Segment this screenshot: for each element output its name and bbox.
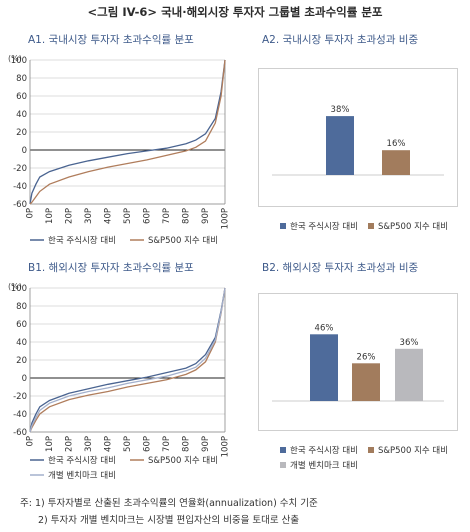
x-tick-label: 60P: [143, 436, 153, 452]
y-tick-label: -20: [13, 164, 27, 174]
legend-label: S&P500 지수 대비: [378, 222, 448, 232]
y-tick-label: 0: [22, 146, 27, 156]
y-tick-label: 40: [16, 110, 27, 120]
x-tick-label: 90P: [201, 436, 211, 452]
x-tick-label: 60P: [143, 208, 153, 224]
series-line-3: [29, 287, 226, 433]
bar-1: [310, 334, 338, 401]
legend-label: 한국 주식시장 대비: [290, 221, 358, 232]
y-tick-label: 100: [11, 56, 27, 66]
legend-label: S&P500 지수 대비: [378, 446, 448, 456]
series-line-1: [29, 287, 226, 433]
bar-1: [326, 116, 354, 175]
legend-label: 개별 벤치마크 대비: [290, 460, 358, 471]
bar-2: [382, 150, 410, 175]
y-tick-label: 80: [16, 74, 27, 84]
figure-title: <그림 IV-6> 국내·해외시장 투자자 그룹별 초과수익률 분포: [87, 5, 383, 19]
x-tick-label: 30P: [84, 436, 94, 452]
bar-value-label: 16%: [387, 139, 406, 149]
x-tick-label: 40P: [104, 208, 114, 224]
y-tick-label: 100: [11, 284, 27, 294]
panel-a1-title: A1. 국내시장 투자자 초과수익률 분포: [28, 34, 194, 46]
legend-label: 한국 주식시장 대비: [48, 455, 116, 466]
y-tick-label: 80: [16, 302, 27, 312]
series-line-2: [29, 59, 226, 205]
y-tick-label: 0: [22, 374, 27, 384]
y-tick-label: 60: [16, 320, 27, 330]
legend-swatch: [368, 223, 374, 229]
legend-label: 개별 벤치마크 대비: [48, 470, 116, 481]
chart-box: [258, 293, 458, 431]
x-tick-label: 40P: [104, 436, 114, 452]
x-tick-label: 90P: [201, 208, 211, 224]
legend-label: S&P500 지수 대비: [148, 456, 218, 466]
panel-b2-title: B2. 해외시장 투자자 초과성과 비중: [262, 262, 419, 274]
x-tick-label: 100P: [221, 436, 231, 457]
bar-value-label: 46%: [315, 323, 334, 333]
y-tick-label: -40: [13, 410, 27, 420]
x-tick-label: 80P: [182, 208, 192, 224]
x-tick-label: 80P: [182, 436, 192, 452]
x-tick-label: 70P: [162, 436, 172, 452]
y-unit-label: (%): [8, 282, 22, 291]
note-1: 주: 1) 투자자별로 산출된 초과수익률의 연율화(annualization…: [20, 498, 318, 509]
x-tick-label: 100P: [221, 208, 231, 229]
legend-label: 한국 주식시장 대비: [290, 445, 358, 456]
x-tick-label: 70P: [162, 208, 172, 224]
legend-swatch: [368, 447, 374, 453]
x-tick-label: 10P: [45, 436, 55, 452]
x-tick-label: 20P: [65, 208, 75, 224]
y-tick-label: 20: [16, 356, 27, 366]
y-tick-label: 40: [16, 338, 27, 348]
x-tick-label: 0P: [26, 436, 36, 447]
x-tick-label: 10P: [45, 208, 55, 224]
panel-a2-title: A2. 국내시장 투자자 초과성과 비중: [262, 34, 419, 46]
x-tick-label: 50P: [123, 208, 133, 224]
y-tick-label: -60: [13, 428, 27, 438]
series-line-2: [29, 287, 226, 433]
y-unit-label: (%): [8, 54, 22, 63]
note-2: 2) 투자자 개별 벤치마크는 시장별 편입자산의 비중을 토대로 산출: [38, 515, 300, 526]
legend-swatch: [280, 447, 286, 453]
x-tick-label: 0P: [26, 208, 36, 219]
legend-swatch: [280, 462, 286, 468]
bar-value-label: 36%: [400, 338, 419, 348]
x-tick-label: 50P: [123, 436, 133, 452]
legend-swatch: [280, 223, 286, 229]
chart-a2-domestic-share: 38% 16% 한국 주식시장 대비 S&P500 지수 대비: [258, 68, 458, 232]
bar-value-label: 26%: [357, 352, 376, 362]
bar-2: [352, 363, 380, 401]
y-tick-label: 20: [16, 128, 27, 138]
bar-3: [395, 348, 423, 401]
chart-box: [258, 68, 458, 207]
y-tick-label: -60: [13, 200, 27, 210]
panel-b1-title: B1. 해외시장 투자자 초과수익률 분포: [28, 262, 194, 274]
legend-label: S&P500 지수 대비: [148, 236, 218, 246]
x-tick-label: 30P: [84, 208, 94, 224]
series-line-1: [29, 59, 226, 205]
y-tick-label: -20: [13, 392, 27, 402]
legend-label: 한국 주식시장 대비: [48, 235, 116, 246]
bar-value-label: 38%: [331, 105, 350, 115]
y-tick-label: -40: [13, 182, 27, 192]
x-tick-label: 20P: [65, 436, 75, 452]
y-tick-label: 60: [16, 92, 27, 102]
